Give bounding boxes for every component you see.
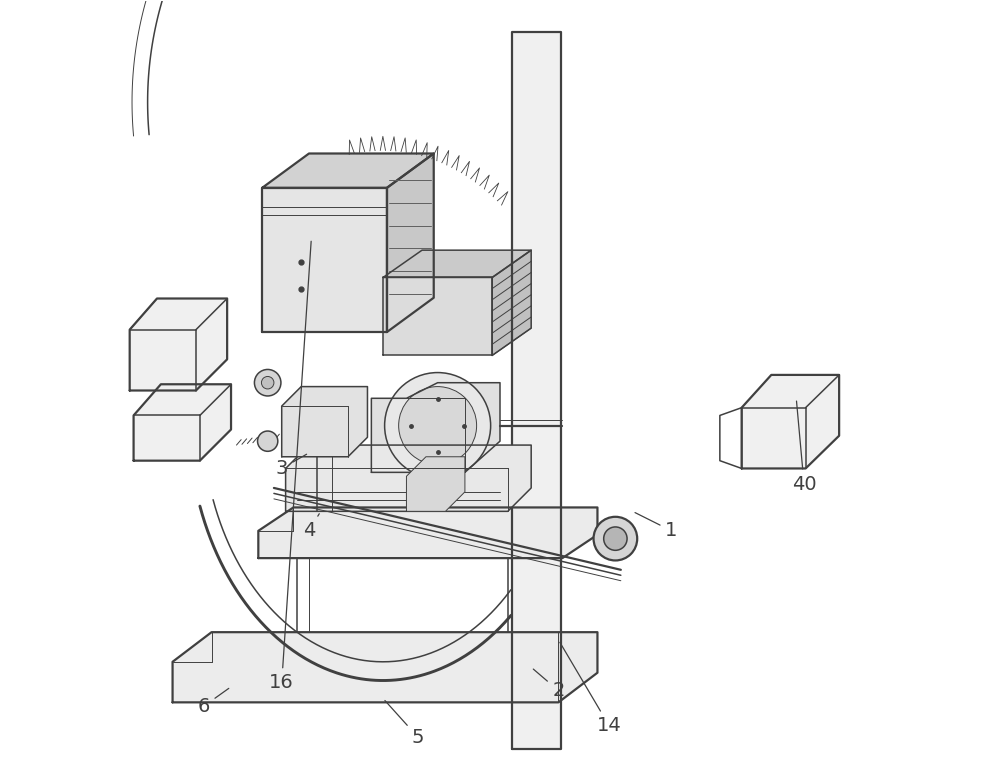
Text: 4: 4 (303, 514, 319, 540)
Polygon shape (258, 508, 597, 558)
Polygon shape (262, 154, 434, 187)
Circle shape (594, 517, 637, 561)
Text: 40: 40 (792, 401, 816, 494)
Polygon shape (286, 445, 531, 512)
Polygon shape (282, 387, 367, 457)
Polygon shape (383, 277, 492, 355)
Circle shape (254, 369, 281, 396)
Polygon shape (492, 250, 531, 355)
Polygon shape (371, 383, 500, 473)
Polygon shape (720, 408, 742, 469)
Polygon shape (134, 384, 231, 461)
Circle shape (258, 431, 278, 451)
Polygon shape (383, 250, 531, 277)
Text: 14: 14 (560, 642, 622, 735)
Text: 5: 5 (385, 701, 424, 747)
Circle shape (385, 373, 491, 479)
Polygon shape (387, 154, 434, 332)
Polygon shape (262, 187, 387, 332)
Text: 2: 2 (533, 669, 565, 700)
Circle shape (604, 527, 627, 551)
Circle shape (261, 376, 274, 389)
Text: 3: 3 (276, 455, 307, 478)
Circle shape (399, 387, 477, 465)
Text: 6: 6 (198, 688, 229, 715)
Polygon shape (173, 632, 597, 702)
Polygon shape (742, 375, 839, 469)
Text: 16: 16 (269, 241, 311, 692)
Polygon shape (512, 32, 561, 749)
Polygon shape (130, 298, 227, 390)
Text: 1: 1 (635, 512, 678, 540)
Polygon shape (406, 457, 465, 512)
